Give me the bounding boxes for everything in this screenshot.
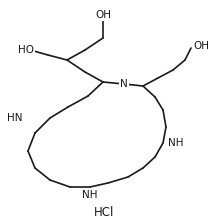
Text: OH: OH: [95, 10, 111, 20]
Text: OH: OH: [193, 41, 209, 51]
Text: HN: HN: [6, 113, 22, 123]
Text: HO: HO: [18, 45, 34, 55]
Text: HCl: HCl: [94, 206, 114, 220]
Text: NH: NH: [168, 138, 184, 148]
Text: NH: NH: [82, 190, 98, 200]
Text: N: N: [120, 79, 128, 89]
